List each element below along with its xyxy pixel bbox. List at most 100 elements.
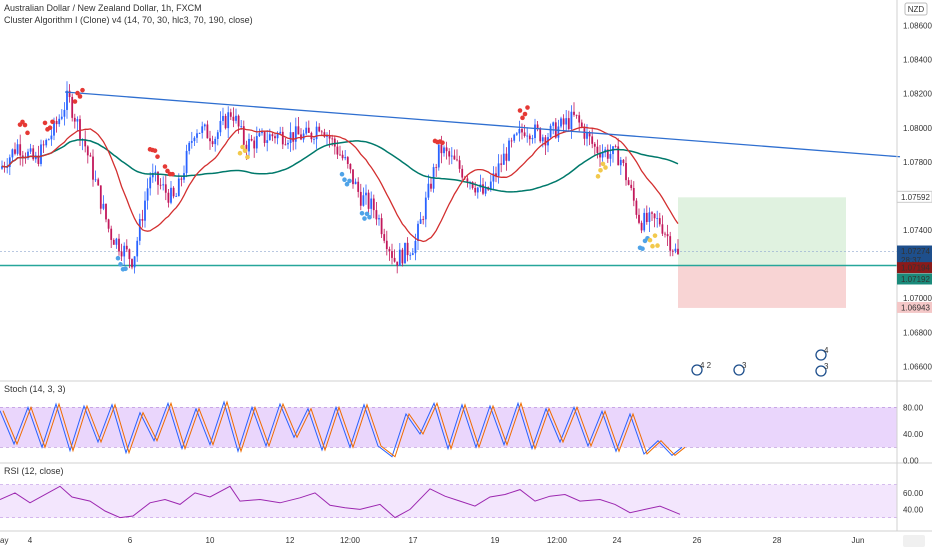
event-badge-icon[interactable] bbox=[691, 364, 703, 376]
candle bbox=[235, 115, 237, 121]
candle bbox=[606, 149, 609, 159]
event-badge-icon[interactable] bbox=[815, 349, 827, 361]
position-stop-zone[interactable] bbox=[678, 265, 846, 308]
candle bbox=[229, 112, 232, 117]
candle bbox=[370, 198, 373, 209]
price-tag-label: 1.07592 bbox=[901, 193, 930, 202]
candle bbox=[492, 173, 495, 182]
candle bbox=[245, 144, 248, 152]
candle bbox=[466, 178, 469, 183]
candle bbox=[497, 163, 500, 177]
candle bbox=[1, 166, 3, 169]
candle bbox=[404, 242, 406, 264]
candle bbox=[159, 184, 162, 186]
candle bbox=[450, 155, 453, 157]
candle bbox=[648, 212, 651, 222]
candle bbox=[674, 248, 677, 252]
candle bbox=[133, 256, 136, 268]
candle bbox=[157, 171, 159, 185]
time-axis[interactable]: ay 4 6 10 12 12:00 17 19 12:00 24 26 28 Jun bbox=[0, 535, 925, 547]
price-tick-label: 1.08200 bbox=[903, 90, 932, 99]
candle bbox=[71, 96, 74, 118]
candle bbox=[362, 195, 365, 206]
countdown-label: 28:37 bbox=[901, 256, 922, 265]
event-badge-icon[interactable] bbox=[815, 365, 827, 377]
candle bbox=[562, 118, 565, 125]
candle bbox=[484, 187, 487, 194]
candle bbox=[281, 131, 284, 145]
candle bbox=[255, 136, 258, 149]
rsi-tick-label: 60.00 bbox=[903, 489, 924, 498]
candle bbox=[653, 213, 656, 219]
candle bbox=[47, 139, 50, 141]
candle bbox=[320, 131, 323, 133]
signal-dot bbox=[80, 87, 85, 93]
price-tick-label: 1.08600 bbox=[903, 22, 932, 31]
candle bbox=[409, 254, 412, 256]
candle bbox=[55, 120, 58, 125]
candle bbox=[630, 184, 633, 189]
candle bbox=[622, 159, 625, 163]
candle bbox=[154, 171, 157, 173]
candle bbox=[307, 127, 310, 133]
candle bbox=[521, 128, 523, 133]
candle bbox=[58, 118, 61, 125]
signal-dot bbox=[242, 148, 248, 154]
candle bbox=[632, 188, 635, 201]
candle bbox=[131, 259, 133, 268]
event-badge-icon[interactable] bbox=[733, 364, 745, 376]
price-tick-label: 1.06800 bbox=[903, 328, 932, 337]
candle bbox=[237, 115, 240, 127]
candle bbox=[440, 144, 443, 154]
candle bbox=[570, 111, 573, 129]
candle bbox=[214, 138, 217, 145]
signal-dot bbox=[42, 120, 48, 126]
candle bbox=[531, 138, 534, 140]
event-badge-label: 4 2 bbox=[700, 361, 712, 370]
candle bbox=[279, 131, 282, 134]
stoch-tick-label: 40.00 bbox=[903, 430, 924, 439]
candle bbox=[193, 137, 196, 142]
candle bbox=[557, 126, 560, 138]
candle bbox=[346, 157, 349, 164]
candle bbox=[565, 118, 568, 125]
stoch-pane[interactable] bbox=[0, 400, 897, 458]
event-badge-label: 3 bbox=[742, 361, 747, 370]
rsi-pane[interactable] bbox=[0, 484, 897, 519]
candle bbox=[578, 115, 581, 123]
candle bbox=[263, 131, 266, 143]
signal-dot bbox=[647, 237, 653, 243]
candle bbox=[523, 132, 526, 136]
signal-dot bbox=[162, 164, 168, 169]
candle bbox=[138, 219, 141, 241]
candle bbox=[253, 140, 256, 149]
price-pane[interactable]: 4 2 3 4 3 bbox=[0, 81, 932, 532]
candle bbox=[333, 138, 336, 147]
candle bbox=[372, 198, 375, 211]
stoch-d-line bbox=[2, 400, 686, 458]
candle bbox=[172, 187, 175, 197]
candle bbox=[401, 249, 404, 264]
candle bbox=[128, 249, 131, 260]
signal-dot bbox=[525, 105, 530, 110]
trendline[interactable] bbox=[64, 91, 901, 158]
signal-dot bbox=[522, 111, 528, 117]
candle bbox=[515, 133, 518, 135]
settings-icon[interactable] bbox=[903, 535, 925, 547]
candle bbox=[552, 122, 555, 126]
candle bbox=[29, 148, 32, 152]
price-axis[interactable]: 1.066001.068001.070001.072001.074001.076… bbox=[896, 0, 932, 531]
price-tick-label: 1.07000 bbox=[903, 294, 932, 303]
candle bbox=[170, 187, 172, 203]
candle bbox=[383, 234, 386, 241]
candle bbox=[89, 155, 92, 157]
time-tick-label: 4 bbox=[28, 536, 33, 545]
rsi-tick-label: 40.00 bbox=[903, 505, 924, 514]
signal-dot bbox=[118, 262, 123, 267]
candle bbox=[339, 154, 341, 156]
candle bbox=[313, 139, 315, 140]
price-tag bbox=[897, 262, 932, 274]
position-target-zone[interactable] bbox=[678, 197, 846, 266]
event-badge-label: 3 bbox=[824, 362, 829, 371]
